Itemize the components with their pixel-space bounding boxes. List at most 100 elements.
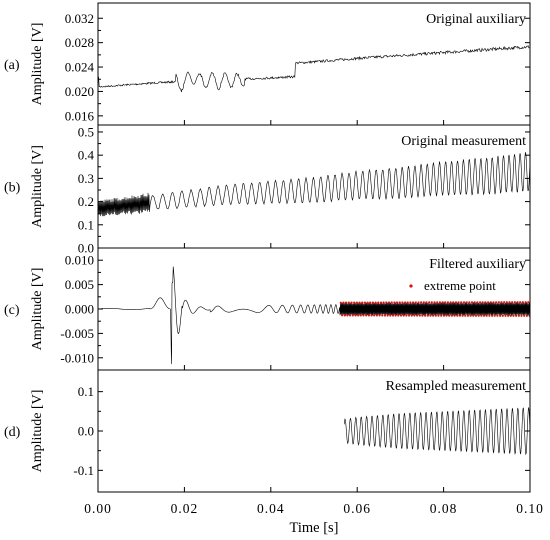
- extreme-point: [345, 301, 348, 304]
- signal-path: [98, 152, 530, 217]
- signal-path: [98, 45, 530, 93]
- extreme-point: [357, 314, 360, 317]
- extreme-point: [399, 314, 403, 317]
- extreme-point: [363, 301, 366, 304]
- extreme-point: [450, 314, 453, 317]
- extreme-point: [489, 301, 492, 304]
- extreme-point: [492, 301, 495, 304]
- extreme-point: [379, 301, 383, 304]
- panel-title: Original measurement: [401, 134, 526, 149]
- extreme-point: [367, 314, 370, 317]
- x-tick-label: 0.04: [257, 501, 285, 516]
- series-line: [343, 407, 530, 456]
- y-tick-label: -0.010: [60, 350, 94, 365]
- extreme-point: [505, 301, 508, 304]
- panel-letter: (c): [4, 303, 20, 318]
- extreme-point: [491, 314, 494, 317]
- x-tick-label: 0.00: [84, 501, 112, 516]
- extreme-point: [508, 301, 511, 304]
- extreme-point: [351, 314, 354, 317]
- extreme-point: [503, 301, 506, 304]
- extreme-point: [468, 301, 471, 304]
- extreme-point: [449, 301, 452, 304]
- extreme-point: [482, 314, 486, 317]
- extreme-point: [487, 301, 490, 304]
- extreme-point: [362, 314, 365, 317]
- y-tick-label: 0.0: [78, 424, 94, 439]
- extreme-point: [496, 314, 499, 317]
- extreme-point: [444, 301, 447, 304]
- extreme-point: [429, 314, 432, 317]
- extreme-point: [416, 314, 419, 317]
- x-tick-label: 0.02: [171, 501, 199, 516]
- extreme-point: [479, 301, 482, 304]
- extreme-point: [516, 301, 519, 304]
- extreme-point: [397, 314, 400, 317]
- extreme-point: [417, 301, 420, 304]
- extreme-point: [378, 314, 381, 317]
- extreme-point: [393, 301, 396, 304]
- extreme-point: [488, 314, 491, 317]
- y-tick-label: 0.016: [65, 108, 95, 123]
- extreme-point: [353, 301, 356, 304]
- x-tick-label: 0.08: [430, 501, 458, 516]
- extreme-point: [495, 301, 498, 304]
- extreme-point: [497, 301, 500, 304]
- extreme-point: [517, 314, 521, 317]
- y-tick-label: 0.028: [65, 35, 94, 50]
- extreme-point: [349, 314, 352, 317]
- extreme-point: [469, 314, 472, 317]
- y-tick-label: 0.010: [65, 253, 94, 268]
- extreme-point: [409, 301, 412, 304]
- extreme-point: [425, 301, 428, 304]
- extreme-point: [501, 314, 504, 317]
- y-axis-label: Amplitude [V]: [30, 390, 45, 473]
- extreme-point: [460, 301, 463, 304]
- panel-letter: (d): [4, 425, 21, 440]
- x-tick-label: 0.10: [516, 501, 544, 516]
- y-tick-label: 0.2: [78, 194, 94, 209]
- y-tick-label: 0.0: [78, 241, 94, 256]
- extreme-point: [402, 314, 405, 317]
- extreme-point: [511, 301, 514, 304]
- extreme-point: [500, 301, 503, 304]
- extreme-point: [359, 314, 362, 317]
- extreme-point: [465, 301, 468, 304]
- extreme-point: [420, 301, 423, 304]
- extreme-point: [485, 314, 488, 317]
- extreme-point: [381, 314, 384, 317]
- extreme-point: [355, 301, 358, 304]
- extreme-point: [433, 301, 436, 304]
- panel-letter: (a): [4, 58, 20, 73]
- extreme-point: [484, 301, 487, 304]
- extreme-point: [437, 314, 440, 317]
- extreme-point: [346, 314, 349, 317]
- extreme-point: [385, 301, 388, 304]
- extreme-point: [448, 314, 451, 317]
- extreme-point: [513, 301, 517, 304]
- panel-title: Original auxiliary: [426, 12, 526, 27]
- extreme-point: [441, 301, 444, 304]
- extreme-point: [436, 301, 439, 304]
- y-tick-label: -0.005: [60, 326, 94, 341]
- extreme-point: [407, 314, 411, 317]
- extreme-point: [391, 314, 395, 317]
- extreme-point: [342, 301, 345, 304]
- extreme-point: [499, 314, 502, 317]
- extreme-point: [524, 301, 527, 304]
- series-line: [98, 45, 530, 93]
- panel-title: Resampled measurement: [386, 379, 526, 394]
- extreme-point: [504, 314, 507, 317]
- extreme-point: [438, 301, 441, 304]
- extreme-point: [418, 314, 421, 317]
- extreme-point: [519, 301, 522, 304]
- extreme-point: [507, 314, 510, 317]
- extreme-point: [424, 314, 427, 317]
- extreme-point: [456, 314, 459, 317]
- extreme-point: [477, 314, 480, 317]
- panel-2: 0.0 0.1 0.2 0.3 0.4 0.5 Amplitude [V] (b) Origin…: [4, 124, 531, 256]
- extreme-point: [361, 301, 364, 304]
- extreme-point: [452, 301, 455, 304]
- extreme-point: [350, 301, 353, 304]
